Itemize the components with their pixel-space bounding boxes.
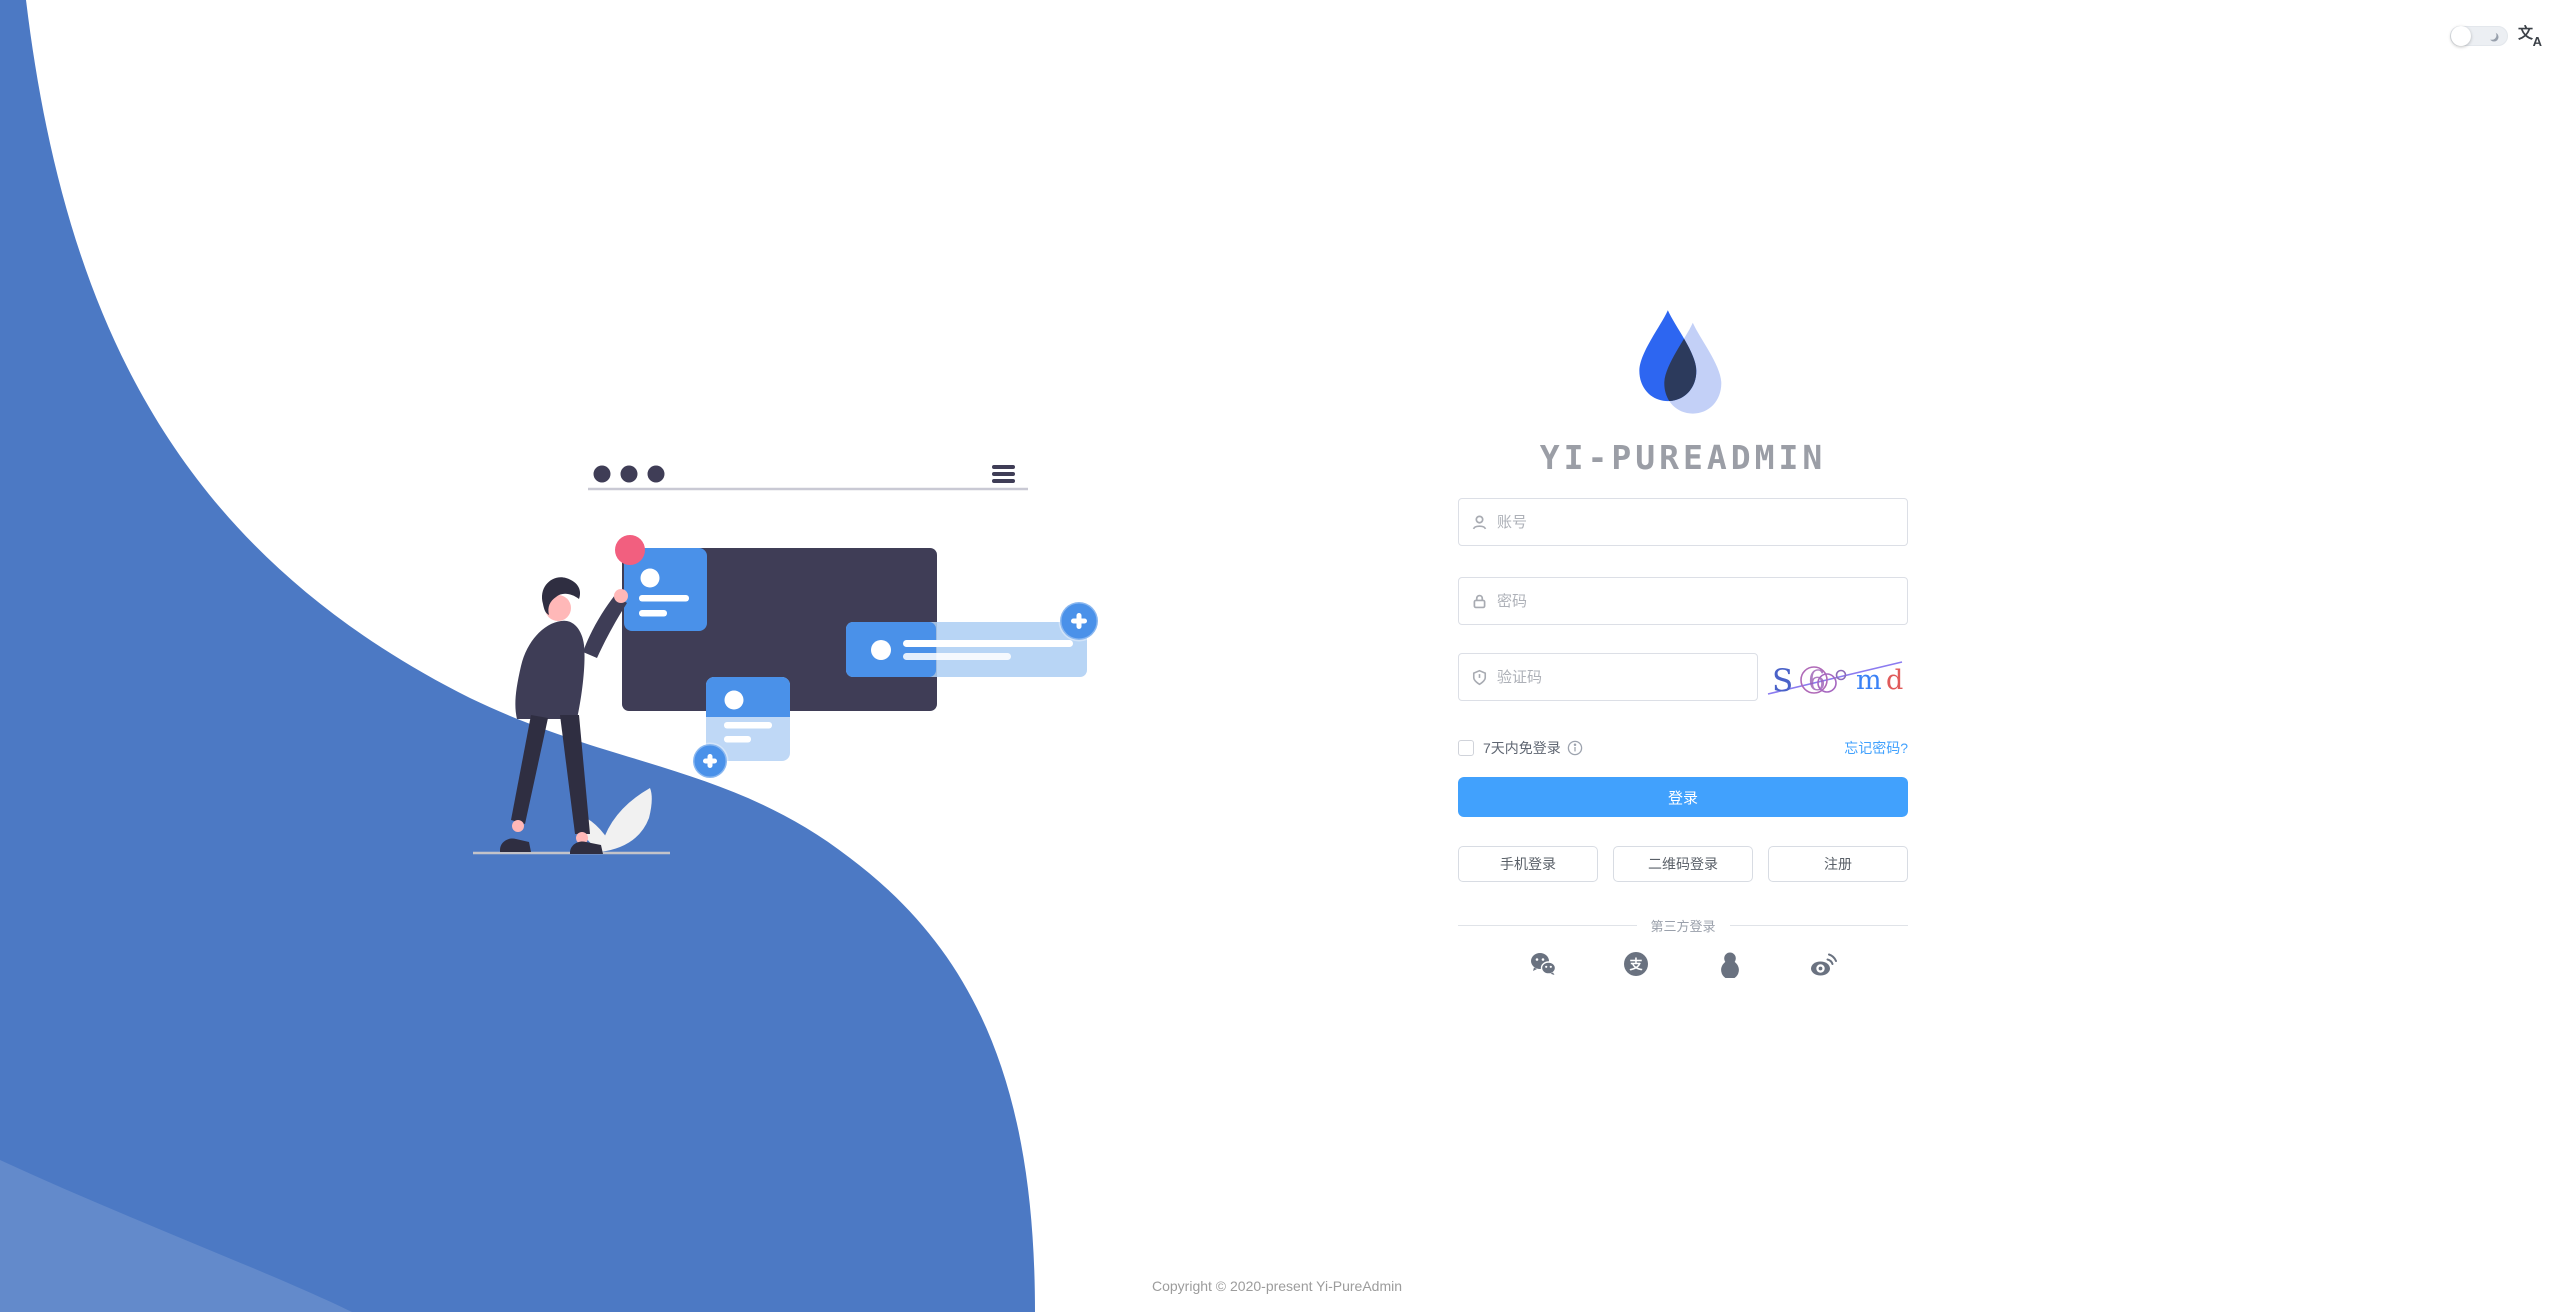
moon-icon <box>2487 30 2501 49</box>
qq-icon[interactable] <box>1716 950 1744 978</box>
brand-logo-drop-icon <box>1639 310 1722 414</box>
info-icon[interactable] <box>1567 740 1583 756</box>
translate-a-glyph: A <box>2532 34 2542 49</box>
weibo-icon[interactable] <box>1809 950 1837 978</box>
remember-label: 7天内免登录 <box>1483 740 1561 756</box>
password-input[interactable] <box>1497 592 1895 610</box>
username-field-wrapper <box>1458 498 1908 546</box>
login-button[interactable]: 登录 <box>1458 777 1908 817</box>
password-field-wrapper <box>1458 577 1908 625</box>
translate-icon[interactable]: 文 A <box>2518 24 2542 49</box>
divider-label: 第三方登录 <box>1650 918 1716 934</box>
divider-line-right <box>1729 924 1909 926</box>
user-icon <box>1472 514 1487 529</box>
wave-shape <box>0 0 1035 1312</box>
qrcode-login-button[interactable]: 二维码登录 <box>1613 846 1753 882</box>
translate-zh-glyph: 文 <box>2518 25 2534 42</box>
lock-icon <box>1473 594 1486 608</box>
svg-text:支: 支 <box>1629 957 1644 972</box>
top-right-controls: 文 A <box>2450 24 2542 49</box>
remember-checkbox[interactable] <box>1458 740 1474 756</box>
svg-text:d: d <box>1886 665 1903 696</box>
profile-card-top <box>615 535 707 631</box>
captcha-input[interactable] <box>1497 668 1745 686</box>
wechat-icon[interactable] <box>1529 950 1557 978</box>
social-login-row: 支 <box>1529 950 1837 978</box>
browser-dots-icon <box>593 465 665 483</box>
wave-highlight <box>0 1160 352 1312</box>
hamburger-icon <box>992 465 1015 483</box>
svg-text:S: S <box>1772 663 1793 699</box>
svg-text:m: m <box>1856 665 1882 696</box>
divider-line-left <box>1458 924 1637 926</box>
third-party-divider: 第三方登录 <box>1458 916 1909 934</box>
person-figure <box>500 577 628 854</box>
captcha-field-wrapper <box>1458 653 1758 701</box>
register-button[interactable]: 注册 <box>1768 846 1908 882</box>
captcha-image[interactable]: 6 S m d <box>1764 654 1906 700</box>
shield-icon <box>1472 669 1487 685</box>
dark-mode-toggle[interactable] <box>2450 26 2508 46</box>
svg-text:6: 6 <box>1808 664 1826 697</box>
brand-title: YI-PUREADMIN <box>1539 438 1827 477</box>
copyright-footer: Copyright © 2020-present Yi-PureAdmin <box>1152 1278 1402 1294</box>
red-dot <box>615 535 645 565</box>
forgot-password-link[interactable]: 忘记密码? <box>1844 740 1908 756</box>
toggle-knob[interactable] <box>2451 26 2471 46</box>
profile-card-middle <box>691 677 790 780</box>
alipay-icon[interactable]: 支 <box>1622 950 1650 978</box>
notification-bar <box>846 600 1100 677</box>
phone-login-button[interactable]: 手机登录 <box>1458 846 1598 882</box>
remember-row: 7天内免登录 忘记密码? <box>1458 737 1908 759</box>
username-input[interactable] <box>1497 513 1895 531</box>
